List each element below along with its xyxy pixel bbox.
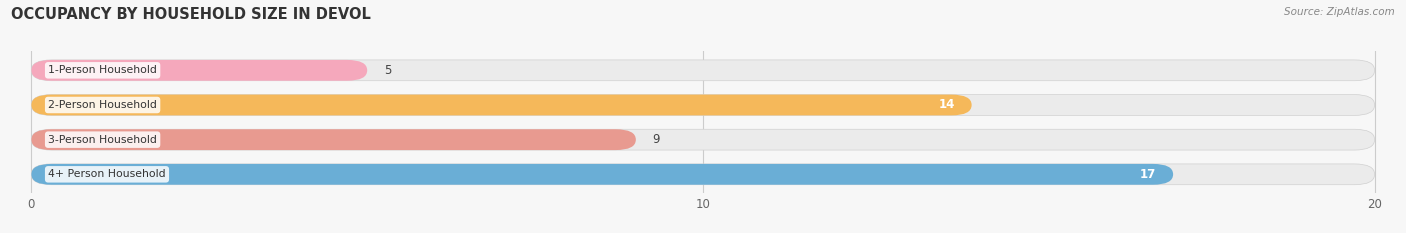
FancyBboxPatch shape <box>31 129 1375 150</box>
Text: 14: 14 <box>938 99 955 112</box>
FancyBboxPatch shape <box>31 60 1375 81</box>
Text: 1-Person Household: 1-Person Household <box>48 65 157 75</box>
Text: 9: 9 <box>652 133 661 146</box>
Text: OCCUPANCY BY HOUSEHOLD SIZE IN DEVOL: OCCUPANCY BY HOUSEHOLD SIZE IN DEVOL <box>11 7 371 22</box>
FancyBboxPatch shape <box>31 95 1375 115</box>
Text: 3-Person Household: 3-Person Household <box>48 135 157 145</box>
Text: 2-Person Household: 2-Person Household <box>48 100 157 110</box>
FancyBboxPatch shape <box>31 164 1375 185</box>
Text: 17: 17 <box>1140 168 1156 181</box>
Text: 5: 5 <box>384 64 391 77</box>
FancyBboxPatch shape <box>31 95 972 115</box>
Text: 4+ Person Household: 4+ Person Household <box>48 169 166 179</box>
FancyBboxPatch shape <box>31 60 367 81</box>
FancyBboxPatch shape <box>31 164 1173 185</box>
FancyBboxPatch shape <box>31 129 636 150</box>
Text: Source: ZipAtlas.com: Source: ZipAtlas.com <box>1284 7 1395 17</box>
